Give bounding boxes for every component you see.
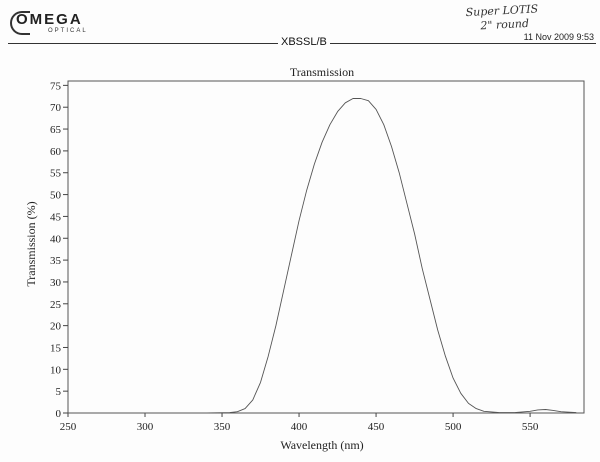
y-tick-label: 40	[50, 233, 62, 245]
y-tick-label: 15	[50, 342, 62, 354]
y-tick-label: 30	[50, 277, 62, 289]
y-tick-label: 70	[50, 102, 62, 114]
y-tick-label: 5	[56, 386, 62, 398]
part-number: XBSSL/B	[278, 36, 330, 48]
date-stamp: 11 Nov 2009 9:53	[523, 32, 594, 42]
logo-swoosh-icon	[10, 11, 30, 35]
x-axis: 250 300 350 400 450 500 550	[60, 413, 539, 433]
y-axis: 0 5 10 15 20 25 30 35 40 45 50 55 60 65 70 75	[50, 80, 68, 420]
transmission-curve	[68, 98, 577, 414]
y-tick-label: 10	[50, 364, 62, 376]
y-tick-label: 60	[50, 146, 62, 158]
y-tick-label: 65	[50, 124, 62, 136]
series-layer	[68, 98, 577, 414]
x-tick-label: 250	[60, 421, 77, 433]
plot-frame	[67, 80, 585, 414]
y-tick-label: 55	[50, 168, 62, 180]
x-tick-label: 400	[291, 421, 308, 433]
chart-title: Transmission	[290, 65, 354, 79]
logo-subtext: OPTICAL	[48, 28, 88, 34]
y-tick-label: 50	[50, 190, 62, 202]
y-tick-label: 75	[50, 80, 62, 92]
x-tick-label: 450	[368, 421, 385, 433]
y-tick-label: 45	[50, 211, 62, 223]
y-axis-label: Transmission (%)	[24, 201, 38, 286]
x-tick-label: 550	[522, 421, 539, 433]
omega-logo: OMEGA OPTICAL	[10, 9, 90, 35]
x-tick-label: 350	[214, 421, 231, 433]
y-tick-label: 35	[50, 255, 62, 267]
y-tick-label: 25	[50, 299, 62, 311]
x-tick-label: 300	[137, 421, 154, 433]
logo-wordmark: OMEGA	[16, 11, 83, 28]
y-tick-label: 0	[56, 408, 62, 420]
x-axis-label: Wavelength (nm)	[280, 438, 363, 452]
x-tick-label: 500	[445, 421, 462, 433]
y-tick-label: 20	[50, 321, 62, 333]
